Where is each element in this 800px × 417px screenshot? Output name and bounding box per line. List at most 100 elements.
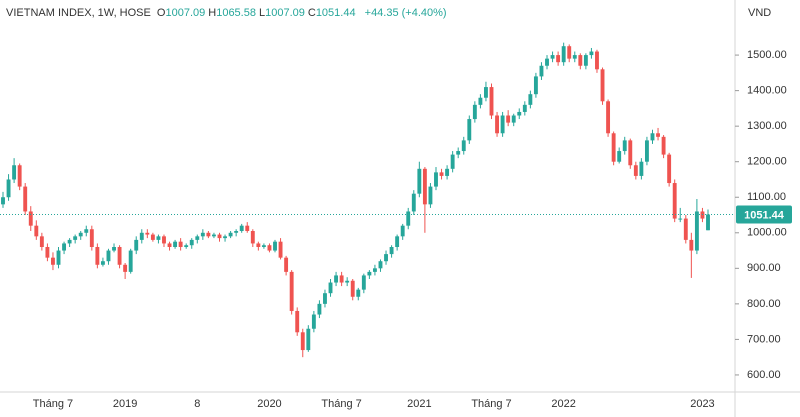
candle-body [34, 225, 39, 237]
candle-body [372, 268, 377, 272]
candle-body [706, 214, 710, 231]
candle-body [123, 264, 128, 272]
candle-body [6, 179, 11, 198]
candle-body [261, 245, 266, 247]
candle-body [100, 261, 105, 265]
candle-body [361, 275, 366, 290]
candle-body [606, 101, 611, 134]
candle-body [528, 94, 533, 105]
candle-body [173, 241, 178, 247]
candle-body [195, 236, 200, 240]
candle-body [112, 246, 116, 251]
candle-body [28, 211, 33, 226]
candle-body [450, 154, 455, 169]
candle-body [134, 239, 139, 251]
last-price-box [736, 205, 792, 224]
field-key: H [208, 7, 217, 19]
candle-body [212, 234, 216, 237]
candle-body [367, 271, 372, 276]
candle-body [583, 55, 588, 66]
last-price-label: 1051.44 [744, 209, 785, 221]
candle-body [495, 115, 499, 134]
candle-body [239, 225, 244, 232]
candle-body [500, 115, 505, 134]
candle-body [439, 172, 444, 176]
candle-body [78, 232, 83, 237]
candle-body [572, 55, 577, 59]
candle-body [323, 293, 327, 304]
candle-body [434, 172, 438, 187]
candle-body [628, 140, 633, 166]
candle-body [39, 236, 44, 247]
candle-body [445, 168, 450, 176]
candle-body [517, 111, 522, 116]
field-key: O [156, 7, 166, 19]
field-key: C [307, 7, 316, 19]
candle-body [672, 183, 677, 219]
candle-body [422, 168, 427, 205]
x-tick-label: 2019 [113, 398, 137, 410]
y-tick-label: 1400.00 [747, 85, 787, 97]
candle-body [267, 245, 272, 251]
candle-body [306, 328, 311, 351]
candle-body [384, 254, 388, 262]
candle-body [356, 289, 361, 297]
change: +44.35 (+4.40%) [364, 7, 447, 19]
candle-body [250, 231, 255, 244]
candle-body [1, 197, 5, 205]
field-value: 1007.09 [265, 7, 305, 19]
candle-body [567, 46, 572, 59]
candle-body [339, 275, 344, 283]
candle-body [228, 232, 233, 237]
y-tick-label: 600.00 [747, 369, 781, 381]
candle-body [178, 241, 183, 247]
candle-body [650, 133, 655, 141]
candle-body [661, 136, 666, 155]
candle-body [522, 104, 527, 112]
candle-body [234, 231, 239, 233]
candle-body [644, 140, 649, 162]
candle-body [678, 218, 683, 220]
candle-body [278, 241, 283, 258]
candle-body [273, 241, 277, 251]
legend: VIETNAM INDEX, 1W, HOSE O1007.09 H1065.58… [6, 7, 450, 19]
candle-body [595, 51, 599, 70]
candle-body [62, 243, 67, 251]
candle-body [467, 119, 472, 141]
candle-body [245, 225, 250, 232]
y-tick-label: 1200.00 [747, 156, 787, 168]
candle-body [150, 234, 155, 240]
x-tick-label: Tháng 7 [471, 398, 511, 410]
candle-body [51, 257, 55, 265]
candle-body [683, 218, 688, 240]
candle-body [378, 261, 383, 269]
candle-body [200, 232, 205, 237]
candle-body [400, 225, 405, 237]
x-tick-label: 8 [194, 398, 200, 410]
x-tick-label: 2022 [551, 398, 575, 410]
x-tick-label: Tháng 7 [33, 398, 73, 410]
x-tick-label: Tháng 7 [321, 398, 361, 410]
candle-body [556, 55, 561, 63]
candle-body [689, 239, 694, 251]
candle-body [511, 115, 516, 123]
field-value: 1051.44 [315, 7, 356, 19]
candle-body [617, 151, 622, 162]
x-tick-label: 2020 [257, 398, 281, 410]
symbol: VIETNAM INDEX, 1W, HOSE [6, 7, 151, 19]
candle-body [411, 193, 416, 212]
candle-body [389, 246, 394, 255]
candle-body [128, 250, 133, 272]
candle-body [484, 87, 488, 98]
x-tick-label: 2023 [690, 398, 714, 410]
candle-body [578, 55, 583, 66]
candle-body [489, 87, 494, 116]
candle-body [700, 211, 705, 219]
candle-body [461, 140, 466, 152]
candle-body [417, 168, 422, 194]
candle-body [162, 236, 166, 244]
candle-body [106, 250, 111, 262]
currency: VND [748, 7, 772, 19]
candle-body [117, 246, 122, 265]
candle-body [189, 239, 194, 246]
